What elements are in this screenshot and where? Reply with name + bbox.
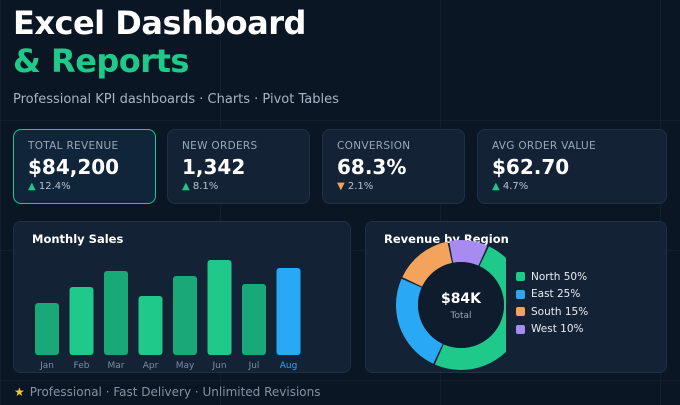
legend-swatch bbox=[516, 272, 525, 282]
slice-east bbox=[396, 240, 506, 370]
x-tick-label: Jan bbox=[39, 361, 54, 371]
x-tick-label: Jun bbox=[211, 361, 226, 371]
kpi-delta: ▲ 12.4% bbox=[28, 181, 141, 192]
kpi-card-new-orders[interactable]: NEW ORDERS 1,342 ▲ 8.1% bbox=[167, 129, 310, 204]
kpi-delta-value: 2.1% bbox=[347, 181, 374, 192]
kpi-card-total-revenue[interactable]: TOTAL REVENUE $84,200 ▲ 12.4% bbox=[13, 129, 156, 204]
legend-label: South 15% bbox=[531, 305, 589, 318]
x-tick-label: Mar bbox=[108, 361, 125, 371]
page-title: Excel Dashboard bbox=[13, 4, 306, 42]
region-legend: North 50% East 25% South 15% West 10% bbox=[516, 268, 588, 338]
kpi-label: CONVERSION bbox=[337, 140, 411, 152]
kpi-value: 1,342 bbox=[182, 155, 246, 179]
arrow-up-icon: ▲ bbox=[28, 181, 36, 192]
star-icon: ★ bbox=[14, 385, 25, 399]
page-subtitle: Professional KPI dashboards · Charts · P… bbox=[13, 92, 339, 107]
bar-jul bbox=[242, 284, 266, 355]
monthly-sales-panel: Monthly Sales Jan Feb Mar Apr May Jun Jul Aug bbox=[13, 221, 351, 373]
slice-north bbox=[396, 240, 506, 370]
bar-feb bbox=[69, 287, 94, 355]
kpi-value: $84,200 bbox=[28, 155, 120, 179]
arrow-up-icon: ▲ bbox=[182, 181, 190, 192]
footer-text: Professional · Fast Delivery · Unlimited… bbox=[29, 385, 321, 399]
bar-jun bbox=[207, 260, 232, 355]
kpi-label: AVG ORDER VALUE bbox=[492, 140, 596, 152]
kpi-delta: ▲ 4.7% bbox=[492, 181, 652, 192]
legend-swatch bbox=[516, 307, 525, 317]
kpi-delta-value: 8.1% bbox=[192, 181, 219, 192]
legend-item-east: East 25% bbox=[516, 286, 588, 304]
legend-item-south: South 15% bbox=[516, 303, 588, 321]
legend-item-north: North 50% bbox=[516, 268, 588, 286]
x-tick-label: May bbox=[176, 361, 195, 371]
monthly-sales-title: Monthly Sales bbox=[32, 232, 124, 246]
legend-swatch bbox=[516, 324, 525, 334]
page-title-accent: & Reports bbox=[13, 42, 189, 80]
footer: ★ Professional · Fast Delivery · Unlimit… bbox=[14, 385, 321, 399]
x-tick-label: Apr bbox=[143, 361, 159, 371]
legend-label: East 25% bbox=[531, 288, 581, 301]
bar-apr bbox=[138, 296, 163, 355]
donut-center-value: $84K bbox=[441, 291, 482, 307]
legend-item-west: West 10% bbox=[516, 321, 588, 339]
legend-label: North 50% bbox=[531, 270, 588, 283]
monthly-sales-chart: Jan Feb Mar Apr May Jun Jul Aug bbox=[35, 260, 301, 371]
legend-label: West 10% bbox=[531, 323, 584, 336]
legend-swatch bbox=[516, 289, 525, 299]
kpi-delta: ▲ 8.1% bbox=[182, 181, 295, 192]
slice-west bbox=[396, 240, 506, 370]
kpi-label: TOTAL REVENUE bbox=[28, 140, 119, 152]
kpi-value: $62.70 bbox=[492, 155, 570, 179]
arrow-up-icon: ▲ bbox=[492, 181, 500, 192]
x-tick-label: Aug bbox=[280, 361, 298, 371]
x-tick-label: Jul bbox=[248, 361, 260, 371]
kpi-value: 68.3% bbox=[337, 155, 407, 179]
kpi-label: NEW ORDERS bbox=[182, 140, 258, 152]
bar-aug bbox=[276, 268, 301, 355]
revenue-by-region-panel: Revenue by Region $84K Total North 50% E… bbox=[365, 221, 667, 373]
kpi-card-avg-order-value[interactable]: AVG ORDER VALUE $62.70 ▲ 4.7% bbox=[477, 129, 667, 204]
kpi-delta-value: 4.7% bbox=[502, 181, 529, 192]
donut-hole bbox=[418, 262, 504, 348]
kpi-card-conversion[interactable]: CONVERSION 68.3% ▼ 2.1% bbox=[322, 129, 465, 204]
bar-may bbox=[173, 276, 197, 355]
x-tick-label: Feb bbox=[74, 361, 90, 371]
kpi-delta: ▼ 2.1% bbox=[337, 181, 450, 192]
arrow-down-icon: ▼ bbox=[337, 181, 345, 192]
revenue-donut-chart: $84K Total bbox=[396, 240, 506, 370]
bar-mar bbox=[104, 271, 128, 355]
kpi-delta-value: 12.4% bbox=[38, 181, 71, 192]
donut-center-label: Total bbox=[449, 311, 471, 321]
bar-jan bbox=[35, 303, 59, 355]
